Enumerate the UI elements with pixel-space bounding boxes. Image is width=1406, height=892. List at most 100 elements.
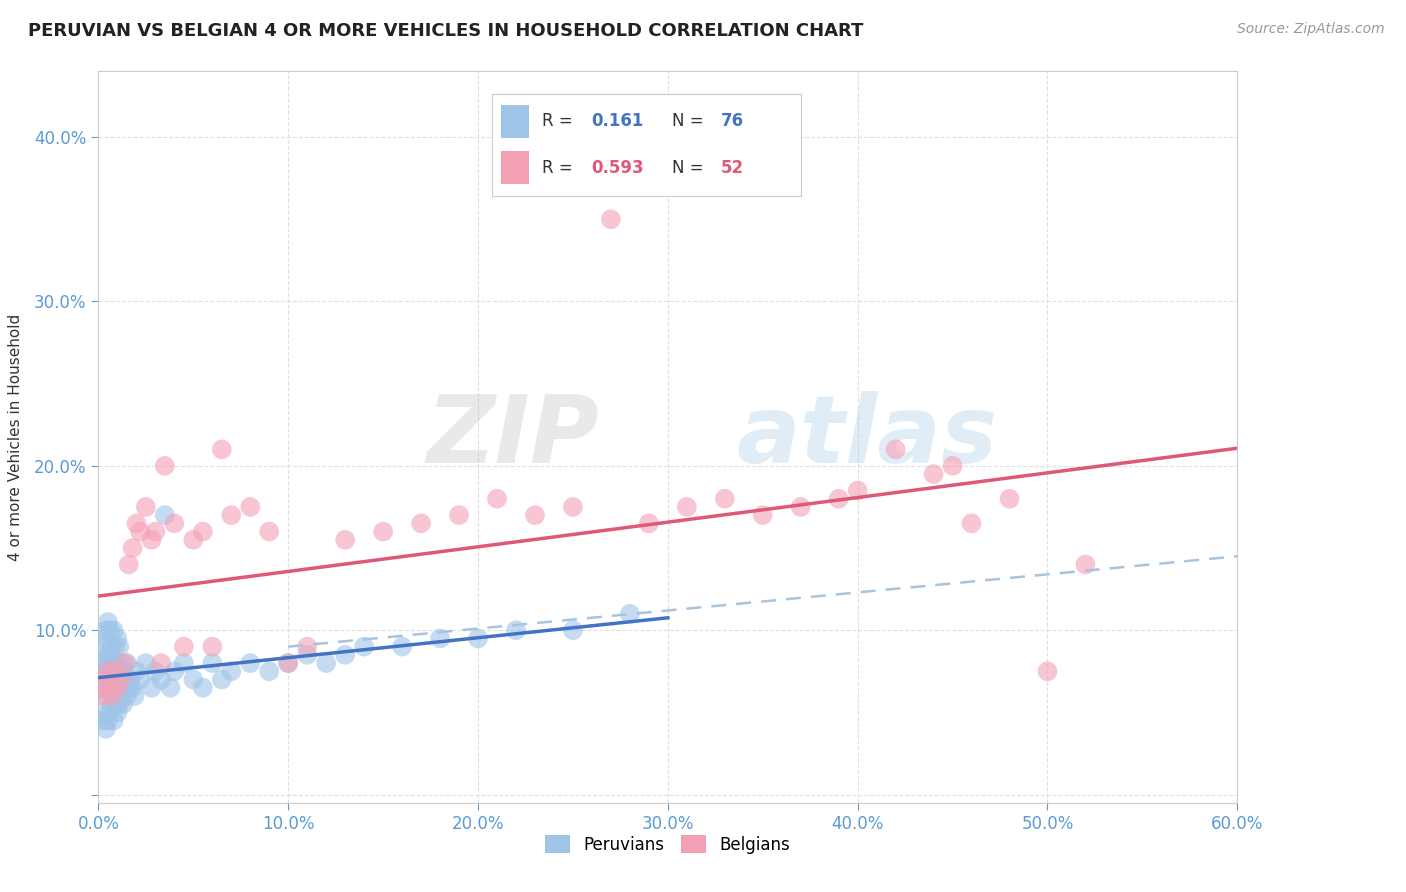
Text: atlas: atlas [737, 391, 997, 483]
Point [97, 665, 120, 679]
Point [108, 697, 131, 711]
Text: R =: R = [541, 159, 578, 177]
Point [960, 516, 983, 531]
Point [98, 681, 121, 695]
Point [107, 706, 129, 720]
Point [91, 673, 114, 687]
Point [922, 467, 945, 481]
Point [103, 656, 125, 670]
Point [211, 673, 233, 687]
Point [114, 673, 136, 687]
Point [297, 640, 319, 654]
Text: N =: N = [672, 159, 709, 177]
Point [100, 697, 122, 711]
Point [125, 516, 148, 531]
Point [277, 656, 299, 670]
Point [110, 656, 132, 670]
Point [103, 681, 125, 695]
Bar [502, 151, 529, 184]
Point [828, 491, 851, 506]
Point [97, 714, 120, 728]
Point [562, 624, 585, 638]
Point [141, 533, 163, 547]
Point [562, 500, 585, 514]
Point [173, 640, 195, 654]
Point [91, 714, 114, 728]
Text: PERUVIAN VS BELGIAN 4 OR MORE VEHICLES IN HOUSEHOLD CORRELATION CHART: PERUVIAN VS BELGIAN 4 OR MORE VEHICLES I… [28, 22, 863, 40]
Point [93, 706, 115, 720]
Point [619, 607, 641, 621]
Point [335, 648, 357, 662]
Text: 0.593: 0.593 [591, 159, 644, 177]
Point [124, 689, 146, 703]
Bar [502, 105, 529, 137]
Text: Source: ZipAtlas.com: Source: ZipAtlas.com [1237, 22, 1385, 37]
Point [110, 689, 132, 703]
Point [183, 673, 205, 687]
Text: 0.161: 0.161 [591, 112, 644, 130]
Point [108, 673, 131, 687]
Point [94, 673, 117, 687]
Point [153, 458, 176, 473]
Point [89, 656, 111, 670]
Point [107, 681, 129, 695]
Point [103, 714, 125, 728]
Point [129, 524, 152, 539]
Point [183, 533, 205, 547]
Point [112, 697, 135, 711]
Point [94, 689, 117, 703]
Point [93, 665, 115, 679]
Point [103, 665, 125, 679]
Point [97, 681, 120, 695]
Point [104, 697, 127, 711]
Text: ZIP: ZIP [426, 391, 599, 483]
Point [221, 665, 243, 679]
Point [211, 442, 233, 457]
Point [449, 508, 471, 523]
Point [94, 656, 117, 670]
Point [107, 656, 129, 670]
Point [100, 665, 122, 679]
Point [104, 665, 127, 679]
Point [201, 640, 224, 654]
Legend: Peruvians, Belgians: Peruvians, Belgians [538, 829, 797, 860]
Point [524, 508, 547, 523]
Point [600, 212, 623, 227]
Point [391, 640, 413, 654]
Y-axis label: 4 or more Vehicles in Household: 4 or more Vehicles in Household [8, 313, 22, 561]
Point [121, 541, 143, 555]
Point [103, 624, 125, 638]
Point [98, 673, 121, 687]
Point [145, 524, 167, 539]
Point [1074, 558, 1097, 572]
Point [638, 516, 661, 531]
Point [91, 681, 114, 695]
Text: N =: N = [672, 112, 709, 130]
Point [371, 524, 394, 539]
Point [107, 681, 129, 695]
Point [1036, 665, 1059, 679]
Point [115, 689, 138, 703]
Point [94, 722, 117, 736]
Point [297, 648, 319, 662]
Point [153, 508, 176, 523]
Point [239, 656, 262, 670]
Point [141, 681, 163, 695]
Point [163, 665, 186, 679]
Text: R =: R = [541, 112, 578, 130]
Point [98, 624, 121, 638]
Point [159, 681, 181, 695]
Point [125, 665, 148, 679]
Point [486, 491, 509, 506]
Point [135, 656, 157, 670]
Point [118, 558, 141, 572]
Point [97, 615, 120, 629]
Point [100, 689, 122, 703]
Point [129, 673, 152, 687]
Point [239, 500, 262, 514]
Point [112, 665, 135, 679]
Point [790, 500, 813, 514]
Point [191, 681, 214, 695]
Point [108, 640, 131, 654]
Point [115, 656, 138, 670]
